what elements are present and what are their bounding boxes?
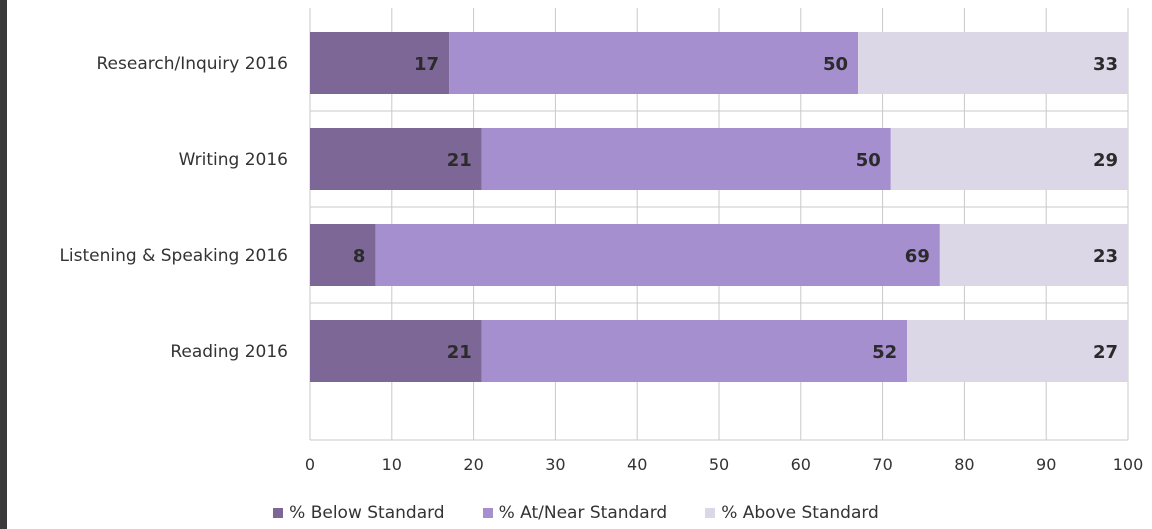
x-tick-label: 20 bbox=[463, 455, 483, 474]
legend-label-above: % Above Standard bbox=[721, 503, 879, 523]
bar-segment bbox=[310, 32, 450, 94]
bar-segment bbox=[449, 32, 859, 94]
data-label: 50 bbox=[823, 54, 848, 75]
data-label: 27 bbox=[1093, 342, 1118, 363]
x-tick-label: 80 bbox=[954, 455, 974, 474]
legend-swatch-at-near bbox=[482, 508, 493, 518]
data-label: 17 bbox=[414, 54, 439, 75]
category-label: Research/Inquiry 2016 bbox=[97, 54, 289, 74]
x-tick-label: 40 bbox=[627, 455, 647, 474]
x-tick-label: 60 bbox=[791, 455, 811, 474]
x-tick-label: 10 bbox=[382, 455, 402, 474]
legend-swatch-below bbox=[273, 508, 284, 518]
x-tick-label: 0 bbox=[305, 455, 315, 474]
data-label: 21 bbox=[447, 342, 472, 363]
data-label: 8 bbox=[353, 246, 366, 267]
legend-label-below: % Below Standard bbox=[289, 503, 445, 523]
stacked-bar-chart: 17 50 33 21 50 29 8 69 23 21 52 27 Research/Inquiry… bbox=[59, 8, 1143, 474]
legend-item-above: % Above Standard bbox=[705, 503, 879, 523]
data-label: 21 bbox=[447, 150, 472, 171]
legend-item-at-near: % At/Near Standard bbox=[482, 503, 668, 523]
x-tick-labels: 0 10 20 30 40 50 60 70 80 90 100 bbox=[305, 455, 1143, 474]
legend-swatch-above bbox=[705, 508, 716, 518]
legend-item-below: % Below Standard bbox=[273, 503, 445, 523]
bar-segment bbox=[375, 224, 940, 286]
x-tick-label: 30 bbox=[545, 455, 565, 474]
bar-segment bbox=[890, 128, 1128, 190]
bar-segment bbox=[481, 128, 891, 190]
bar-segment bbox=[310, 224, 376, 286]
bar-segment bbox=[939, 224, 1128, 286]
category-label: Reading 2016 bbox=[170, 342, 288, 362]
category-labels: Research/Inquiry 2016 Writing 2016 Listeni… bbox=[59, 54, 288, 362]
bar-segment bbox=[858, 32, 1128, 94]
x-tick-label: 100 bbox=[1113, 455, 1144, 474]
data-label: 52 bbox=[872, 342, 897, 363]
category-label: Listening & Speaking 2016 bbox=[59, 246, 288, 266]
left-border bbox=[0, 0, 7, 529]
data-label: 69 bbox=[905, 246, 930, 267]
bar-segment bbox=[310, 320, 482, 382]
legend: % Below Standard % At/Near Standard % Ab… bbox=[0, 503, 1152, 523]
bar-segment bbox=[481, 320, 908, 382]
category-label: Writing 2016 bbox=[179, 150, 288, 170]
legend-label-at-near: % At/Near Standard bbox=[498, 503, 668, 523]
x-tick-label: 50 bbox=[709, 455, 729, 474]
data-label: 23 bbox=[1093, 246, 1118, 267]
x-tick-label: 70 bbox=[872, 455, 892, 474]
data-label: 29 bbox=[1093, 150, 1118, 171]
x-tick-label: 90 bbox=[1036, 455, 1056, 474]
bars: 17 50 33 21 50 29 8 69 23 21 52 27 bbox=[310, 32, 1128, 382]
bar-segment bbox=[310, 128, 482, 190]
bar-segment bbox=[907, 320, 1128, 382]
data-label: 33 bbox=[1093, 54, 1118, 75]
data-label: 50 bbox=[856, 150, 881, 171]
